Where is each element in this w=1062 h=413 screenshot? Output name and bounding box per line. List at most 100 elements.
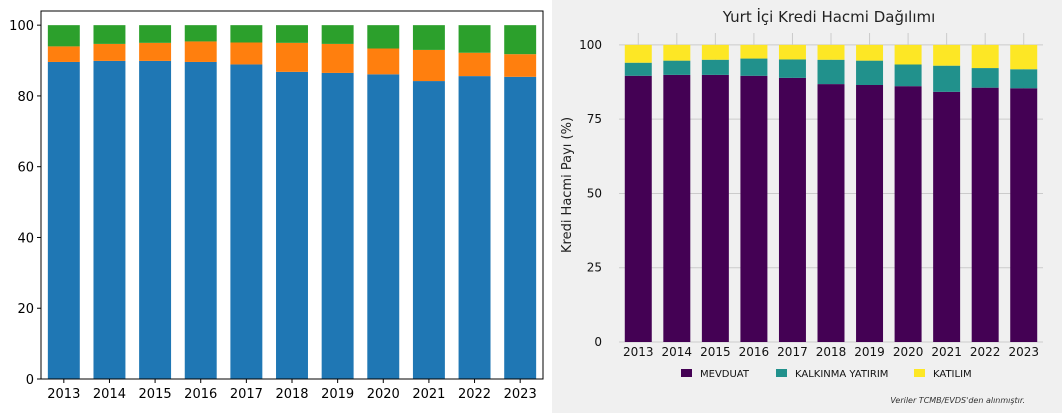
bar-segment xyxy=(458,25,491,53)
x-tick-label: 2020 xyxy=(893,345,924,359)
x-tick-label: 2016 xyxy=(184,387,217,402)
x-tick-label: 2013 xyxy=(47,387,80,402)
x-tick-label: 2020 xyxy=(367,387,400,402)
y-tick-label: 20 xyxy=(17,302,34,317)
bar-segment xyxy=(230,64,263,379)
bar-segment xyxy=(321,43,354,73)
bar-segment xyxy=(663,60,691,75)
x-tick-label: 2022 xyxy=(970,345,1001,359)
bar-segment xyxy=(817,84,845,342)
legend-swatch xyxy=(914,369,925,377)
legend-label: KATILIM xyxy=(933,369,972,380)
bar-segment xyxy=(367,48,400,75)
y-tick-label: 25 xyxy=(587,261,602,275)
y-tick-label: 100 xyxy=(579,38,602,52)
bar-segment xyxy=(1010,88,1038,342)
bar-segment xyxy=(740,58,768,76)
y-tick-label: 100 xyxy=(9,19,34,34)
x-tick-label: 2022 xyxy=(458,387,491,402)
bar-segment xyxy=(971,44,999,69)
y-axis-label: Kredi Hacmi Payı (%) xyxy=(560,117,575,253)
legend: MEVDUAT KALKINMA YATIRIM KATILIM xyxy=(681,369,972,380)
bar-segment xyxy=(230,42,263,65)
left-chart-panel: 2013 2014 2015 2016 2017 2018 2019 2020 2021 2022… xyxy=(9,10,544,402)
bar-segment xyxy=(276,42,308,72)
source-note: Veriler TCMB/EVDS'den alınmıştır. xyxy=(890,396,1025,405)
bar-segment xyxy=(778,59,806,78)
bar-segment xyxy=(817,44,845,60)
x-tick-label: 2014 xyxy=(662,345,693,359)
bar-segment xyxy=(504,25,537,55)
bar-segment xyxy=(367,25,400,49)
bar-segment xyxy=(93,25,126,44)
bar-segment xyxy=(93,43,126,61)
bar-segment xyxy=(504,54,537,77)
right-stacked-bar-chart: Yurt İçi Kredi Hacmi Dağılımı Kredi Hacm… xyxy=(560,7,1043,405)
x-tick-label: 2021 xyxy=(412,387,445,402)
bar-segment xyxy=(740,44,768,59)
bar-segment xyxy=(778,77,806,342)
x-tick-label: 2023 xyxy=(1008,345,1039,359)
bar-segment xyxy=(971,87,999,343)
bar-segment xyxy=(701,74,729,342)
legend-label: MEVDUAT xyxy=(700,369,750,380)
bar-segment xyxy=(894,86,922,342)
bar-segment xyxy=(367,74,400,379)
bar-segment xyxy=(184,25,217,42)
bar-segment xyxy=(184,61,217,379)
bar-segment xyxy=(276,25,308,43)
bar-segment xyxy=(412,25,445,50)
bar-segment xyxy=(894,64,922,87)
x-tick-label: 2023 xyxy=(504,387,537,402)
bar-segment xyxy=(933,91,961,342)
y-tick-label: 60 xyxy=(17,161,34,176)
x-tick-label: 2013 xyxy=(623,345,654,359)
bar-segment xyxy=(321,25,354,44)
x-tick-label: 2019 xyxy=(854,345,885,359)
y-tick-label: 0 xyxy=(26,373,34,388)
x-tick-label: 2016 xyxy=(739,345,770,359)
x-tick-label: 2015 xyxy=(139,387,172,402)
x-tick-label: 2014 xyxy=(93,387,126,402)
y-tick-label: 75 xyxy=(587,112,602,126)
bar-segment xyxy=(504,76,537,380)
bar-segment xyxy=(933,65,961,92)
bar-segment xyxy=(139,60,172,380)
bar-segment xyxy=(778,44,806,60)
right-chart-panel: Yurt İçi Kredi Hacmi Dağılımı Kredi Hacm… xyxy=(552,0,1062,413)
bar-segment xyxy=(230,25,263,43)
chart-title: Yurt İçi Kredi Hacmi Dağılımı xyxy=(722,7,936,26)
x-tick-label: 2015 xyxy=(700,345,731,359)
bar-segment xyxy=(933,44,961,66)
bar-segment xyxy=(856,84,884,343)
y-tick-label: 40 xyxy=(17,231,34,246)
bar-segment xyxy=(701,44,729,60)
bar-segment xyxy=(624,44,652,63)
bar-segment xyxy=(663,74,691,342)
x-tick-label: 2018 xyxy=(275,387,308,402)
bar-segment xyxy=(458,76,491,379)
bar-segment xyxy=(624,75,652,343)
bar-segment xyxy=(321,72,354,379)
bar-segment xyxy=(971,68,999,88)
bar-segment xyxy=(47,46,80,62)
y-tick-label: 0 xyxy=(594,335,602,349)
bar-segment xyxy=(817,59,845,85)
bar-segment xyxy=(856,44,884,61)
x-tick-label: 2017 xyxy=(777,345,808,359)
bar-segment xyxy=(856,60,884,85)
legend-label: KALKINMA YATIRIM xyxy=(795,369,888,380)
bar-segment xyxy=(47,25,80,47)
bar-segment xyxy=(412,81,445,380)
x-tick-label: 2018 xyxy=(816,345,847,359)
y-tick-label: 80 xyxy=(17,90,34,105)
bar-segment xyxy=(1010,44,1038,70)
bar-segment xyxy=(624,62,652,76)
bar-segment xyxy=(894,44,922,65)
bar-segment xyxy=(412,49,445,82)
bar-segment xyxy=(701,59,729,75)
bar-segment xyxy=(93,60,126,380)
bar-segment xyxy=(139,42,172,61)
bar-segment xyxy=(663,44,691,61)
x-tick-label: 2019 xyxy=(321,387,354,402)
